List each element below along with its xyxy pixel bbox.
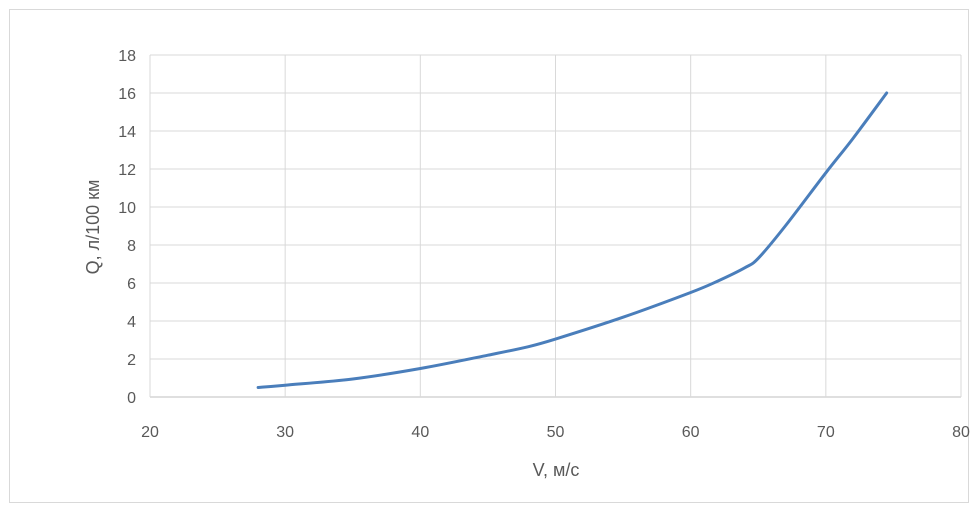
x-tick-label: 40 <box>411 424 429 441</box>
y-tick-label: 6 <box>127 276 136 293</box>
y-tick-label: 2 <box>127 352 136 369</box>
y-axis-title: Q, л/100 км <box>83 180 103 275</box>
y-tick-label: 4 <box>127 314 136 331</box>
x-tick-label: 60 <box>682 424 700 441</box>
y-tick-label: 12 <box>118 162 136 179</box>
series-group <box>256 91 889 389</box>
chart-frame <box>9 9 969 503</box>
x-tick-label: 80 <box>952 424 970 441</box>
y-tick-label: 10 <box>118 200 136 217</box>
y-tick-labels: 0 2 4 6 8 10 12 14 16 18 <box>118 48 136 407</box>
x-tick-label: 30 <box>276 424 294 441</box>
x-tick-labels: 20 30 40 50 60 70 80 <box>141 424 970 441</box>
y-tick-label: 8 <box>127 238 136 255</box>
x-tick-label: 70 <box>817 424 835 441</box>
y-tick-label: 0 <box>127 390 136 407</box>
y-tick-label: 18 <box>118 48 136 65</box>
x-axis-title: V, м/с <box>533 460 580 480</box>
y-tick-label: 16 <box>118 86 136 103</box>
x-tick-label: 20 <box>141 424 159 441</box>
gridlines <box>149 54 962 398</box>
x-tick-label: 50 <box>547 424 565 441</box>
series-line <box>256 91 889 389</box>
y-tick-label: 14 <box>118 124 136 141</box>
